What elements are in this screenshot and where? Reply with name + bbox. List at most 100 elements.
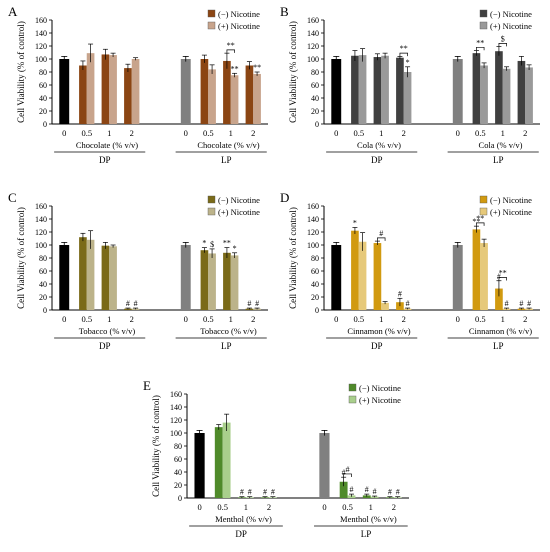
x-tick-label: 0 [334,314,338,324]
x-axis-label: Cinnamon (% v/v) [347,326,410,336]
significance-mark: # [373,487,377,496]
bar-control-LP [452,245,463,310]
significance-mark: # [505,299,509,308]
x-tick-label: 0.5 [203,128,214,138]
significance-mark: ** [476,38,484,47]
x-tick-label: 1 [107,128,111,138]
legend-swatch-neg [207,9,216,18]
x-tick-label: 2 [251,314,255,324]
x-tick-label: 0 [322,502,326,512]
bar-neg [245,65,254,124]
y-tick-label: 160 [170,390,182,399]
x-tick-label: 0.5 [81,128,92,138]
y-axis-label: Cell Viability (% of control) [151,395,161,497]
bar-neg [223,252,231,310]
significance-mark: # [342,468,346,477]
significance-mark: $ [210,240,214,249]
y-tick-label: 160 [35,16,47,25]
y-axis-label: Cell Viability (% of control) [288,207,298,309]
bar-neg [223,60,231,124]
y-tick-label: 160 [35,202,47,211]
y-tick-label: 120 [307,42,319,51]
bar-pos [480,243,488,310]
y-tick-label: 100 [35,55,47,64]
panel-letter: B [280,4,289,19]
panel-letter: E [143,378,151,393]
bar-neg [351,55,359,124]
x-tick-label: 1 [244,502,248,512]
bar-pos [358,241,367,310]
y-tick-label: 160 [307,202,319,211]
bar-pos [403,72,412,124]
group-label: DP [99,341,111,351]
significance-bracket [498,43,507,47]
significance-mark: # [247,299,251,308]
significance-mark: # [398,289,402,298]
significance-mark: # [240,488,244,497]
x-tick-label: 0 [184,128,188,138]
legend-swatch-pos [348,395,357,404]
y-tick-label: 140 [307,29,319,38]
bar-pos [208,253,216,310]
y-tick-label: 100 [307,55,319,64]
bar-neg [517,60,526,124]
bar-pos [208,69,216,124]
x-tick-label: 0.5 [353,314,364,324]
y-tick-label: 60 [39,81,47,90]
y-tick-label: 60 [311,81,319,90]
bar-neg [124,68,132,124]
y-tick-label: 120 [170,416,182,425]
bar-pos [358,55,367,124]
x-tick-label: 2 [402,128,406,138]
bar-pos [109,55,117,124]
significance-mark: # [271,488,275,497]
bar-neg [200,59,209,124]
legend-swatch-pos [207,207,216,216]
bar-neg [351,230,359,310]
group-label: DP [371,155,383,165]
x-axis-label: Menthol (% v/v) [340,514,397,524]
significance-mark: # [396,488,400,497]
x-tick-label: 1 [229,128,233,138]
bar-pos [86,53,95,124]
bar-neg [373,243,382,310]
bar-neg [79,65,87,124]
significance-mark: # [519,299,523,308]
significance-mark: # [248,488,252,497]
bar-pos [525,67,533,124]
bar-control-DP [331,245,342,310]
group-label: DP [371,341,383,351]
legend-label-neg: (−) Nicotine [490,9,532,19]
x-tick-label: 2 [130,128,134,138]
legend-label-neg: (−) Nicotine [359,383,401,393]
x-axis-label: Tobacco (% v/v) [79,326,136,336]
significance-mark: # [406,299,410,308]
x-tick-label: 2 [251,128,255,138]
legend-label-neg: (−) Nicotine [490,195,532,205]
y-tick-label: 40 [311,280,319,289]
y-tick-label: 0 [315,306,319,315]
significance-mark: # [497,272,501,281]
group-label: LP [221,341,232,351]
bar-neg [472,229,481,310]
significance-mark: * [202,239,206,248]
significance-mark: ** [227,41,235,50]
group-label: LP [493,155,504,165]
bar-control-LP [319,433,330,498]
y-tick-label: 60 [39,267,47,276]
significance-bracket [476,46,485,51]
y-tick-label: 60 [311,267,319,276]
y-tick-label: 140 [170,403,182,412]
legend-label-pos: (+) Nicotine [218,21,260,31]
legend-swatch-neg [348,383,357,392]
group-label: LP [361,529,372,539]
x-axis-label: Cola (% v/v) [357,140,401,150]
y-tick-label: 0 [178,494,182,503]
group-label: LP [221,155,232,165]
y-tick-label: 20 [39,107,47,116]
bar-control-DP [331,59,342,124]
legend-label-pos: (+) Nicotine [490,21,532,31]
